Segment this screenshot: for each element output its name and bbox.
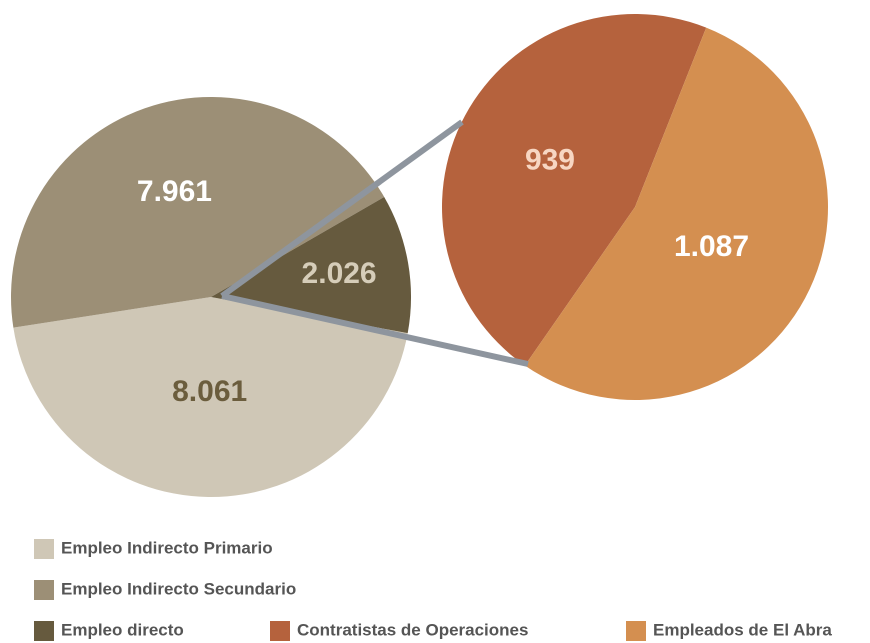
labels: 8.061 7.961 2.026 939 1.087 xyxy=(137,143,749,408)
connector-line xyxy=(220,119,464,299)
legend-swatch xyxy=(270,621,290,641)
pie-slice xyxy=(13,297,408,497)
data-label: 1.087 xyxy=(674,230,749,263)
legend-label: Empleo Indirecto Secundario xyxy=(61,579,296,598)
pie-slice xyxy=(524,27,829,401)
legend-swatch xyxy=(34,621,54,641)
connector-line xyxy=(221,293,529,367)
data-label: 2.026 xyxy=(302,257,377,290)
pie-slice xyxy=(211,196,411,334)
pie-slice xyxy=(442,14,707,366)
legend-swatch xyxy=(34,580,54,600)
data-label: 7.961 xyxy=(137,175,212,208)
legend-label: Empleo directo xyxy=(61,620,184,639)
pie-slice xyxy=(11,97,385,328)
legend-swatch xyxy=(626,621,646,641)
legend-label: Empleo Indirecto Primario xyxy=(61,538,273,557)
legend-swatch xyxy=(34,539,54,559)
legend-label: Empleados de El Abra xyxy=(653,620,832,639)
legend: Empleo Indirecto Primario Empleo Indirect… xyxy=(34,538,832,641)
pies xyxy=(11,14,829,497)
data-label: 939 xyxy=(525,143,575,176)
data-label: 8.061 xyxy=(172,375,247,408)
legend-label: Contratistas de Operaciones xyxy=(297,620,528,639)
